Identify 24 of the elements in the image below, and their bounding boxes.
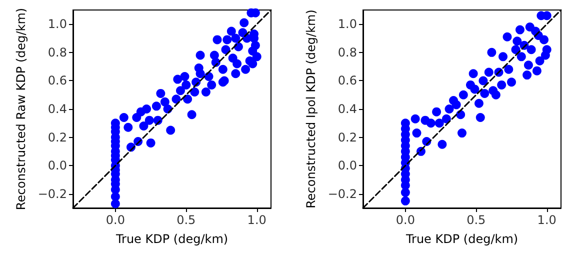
y-tick-label: 0.0 bbox=[338, 158, 357, 173]
x-tick-label: 0.0 bbox=[106, 213, 125, 227]
y-tick-label: 1.0 bbox=[338, 17, 357, 32]
x-tick-label: 0.5 bbox=[176, 213, 196, 227]
y-tick-label: 0.4 bbox=[338, 102, 357, 116]
x-axis-title: True KDP (deg/km) bbox=[404, 232, 518, 246]
x-tick-label: 1.0 bbox=[537, 213, 556, 227]
y-tick-label: 0.8 bbox=[48, 45, 67, 60]
x-tick-label: 0.5 bbox=[466, 213, 486, 227]
y-tick-label: 0.0 bbox=[48, 158, 67, 173]
y-tick-label: −0.2 bbox=[328, 186, 357, 201]
x-tick-label: 0.0 bbox=[396, 213, 415, 227]
y-tick-label: 1.0 bbox=[48, 17, 67, 32]
x-axis-title: True KDP (deg/km) bbox=[114, 232, 228, 246]
y-tick-label: −0.2 bbox=[38, 186, 67, 201]
y-axis-title: Reconstructed Ipol KDP (deg/km) bbox=[304, 10, 318, 208]
y-axis-title: Reconstructed Raw KDP (deg/km) bbox=[14, 8, 28, 210]
y-tick-label: 0.2 bbox=[338, 130, 357, 144]
y-tick-label: 0.2 bbox=[48, 130, 67, 144]
y-tick-label: 0.6 bbox=[338, 74, 357, 88]
y-tick-label: 0.4 bbox=[48, 102, 67, 116]
y-tick-label: 0.6 bbox=[48, 74, 67, 88]
y-tick-label: 0.8 bbox=[338, 45, 357, 60]
x-tick-label: 1.0 bbox=[247, 213, 266, 227]
